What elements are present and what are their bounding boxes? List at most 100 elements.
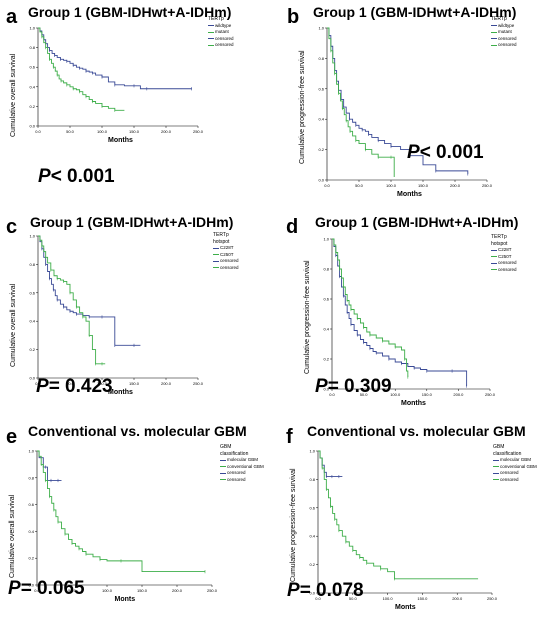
legend: TERTp wildtype mutant censored censored <box>208 16 234 49</box>
legend-label: censored <box>498 42 517 47</box>
y-axis-label: Cumulative overall survival <box>10 53 17 137</box>
x-tick-label: 50.0 <box>355 183 364 188</box>
p-value: P= 0.065 <box>8 578 85 600</box>
x-tick-label: 150.0 <box>418 183 429 188</box>
x-tick-label: 200.0 <box>452 596 463 601</box>
legend-swatch <box>208 38 214 40</box>
series-line-conventional-gbm <box>318 450 479 580</box>
p-value-text: = 0.065 <box>20 578 85 599</box>
y-tick-label: 0.2 <box>318 147 324 152</box>
km-plot: 0.0 0.2 0.4 0.6 0.8 1.0 0.0 50.0 100.0 150.0 200.0… <box>29 234 203 387</box>
x-tick-label: 150.0 <box>137 588 148 593</box>
legend-item: wildtype <box>208 23 234 30</box>
legend-item: censored <box>491 42 517 49</box>
panel-c: c Group 1 (GBM-IDHwt+A-IDHm) 0.0 0.2 0.4 0.6 0… <box>0 210 275 420</box>
y-tick-label: 0.2 <box>29 104 35 109</box>
panel-letter: c <box>6 216 18 238</box>
y-tick-label: 0.2 <box>323 357 329 362</box>
p-value: P= 0.078 <box>287 580 364 602</box>
x-tick-label: 0.0 <box>329 392 335 397</box>
p-value: P= 0.423 <box>36 376 113 398</box>
x-tick-label: 200.0 <box>172 588 183 593</box>
chart-title: Group 1 (GBM-IDHwt+A-IDHm) <box>28 4 232 20</box>
legend-label: wildtype <box>215 22 232 28</box>
x-tick-label: 200.0 <box>450 183 461 188</box>
legend-item: censored <box>491 36 517 43</box>
legend-label: C250T <box>220 251 234 257</box>
legend-label: censored <box>500 470 519 475</box>
panel-e: e Conventional vs. molecular GBM 0.0 0.2 0.4… <box>0 420 275 628</box>
legend-item: mutant <box>491 29 517 36</box>
x-tick-label: 250.0 <box>485 392 496 397</box>
x-tick-label: 200.0 <box>453 392 464 397</box>
x-axis-label: Months <box>401 400 426 407</box>
panel-d: d Group 1 (GBM-IDHwt+A-IDHm) 0.0 0.2 0.4 0.6 0… <box>275 210 550 420</box>
x-axis-label: Monts <box>114 596 136 603</box>
series-line-c228t <box>332 238 468 386</box>
x-tick-label: 0.0 <box>35 381 41 386</box>
y-tick-label: 1.0 <box>323 237 329 242</box>
x-tick-label: 250.0 <box>207 588 218 593</box>
x-tick-label: 100.0 <box>386 183 397 188</box>
y-axis-label: Cumulative progression-free survival <box>304 260 311 374</box>
km-plot: 0.0 0.2 0.4 0.6 0.8 1.0 0.0 50.0 100.0 150.0 200.0… <box>318 26 492 189</box>
legend-swatch <box>493 472 499 474</box>
y-tick-label: 0.4 <box>318 117 324 122</box>
legend-label: C228T <box>498 247 512 252</box>
legend-swatch <box>491 269 497 271</box>
legend-swatch <box>493 466 499 468</box>
y-tick-label: 0.2 <box>309 562 315 567</box>
legend-label: C250T <box>498 253 512 259</box>
legend-label: censored <box>500 476 519 482</box>
legend-item: censored <box>491 260 519 267</box>
legend-label: censored <box>227 476 246 482</box>
legend-swatch <box>208 25 214 27</box>
legend-label: censored <box>220 258 239 263</box>
x-tick-label: 50.0 <box>360 392 369 397</box>
p-value-text: = 0.423 <box>48 376 113 397</box>
y-tick-label: 0.4 <box>28 529 34 534</box>
legend-swatch <box>213 260 219 262</box>
legend-swatch <box>491 25 497 27</box>
km-plot: 0.0 0.2 0.4 0.6 0.8 1.0 0.0 50.0 100.0 150.0 200.0… <box>309 449 497 602</box>
legend-swatch <box>208 31 214 33</box>
y-tick-label: 0.4 <box>29 84 35 89</box>
y-tick-label: 0.6 <box>309 505 315 510</box>
legend-swatch <box>491 31 497 33</box>
y-axis-label: Cumulative overall survival <box>10 283 17 367</box>
p-value-text: < 0.001 <box>50 166 115 187</box>
panel-letter: e <box>6 426 18 448</box>
x-tick-label: 100.0 <box>390 392 401 397</box>
legend-label: molecular GBM <box>500 457 532 462</box>
y-tick-label: 0.0 <box>28 583 34 588</box>
x-tick-label: 0.0 <box>35 129 41 134</box>
p-value-symbol: P <box>315 376 328 397</box>
series-line-mutant <box>38 27 125 111</box>
p-value-symbol: P <box>36 376 49 397</box>
y-tick-label: 0.2 <box>29 347 35 352</box>
legend-item: conventional GBM <box>493 464 537 471</box>
chart-title: Group 1 (GBM-IDHwt+A-IDHm) <box>313 4 517 20</box>
p-value-symbol: P <box>287 580 300 601</box>
x-tick-label: 50.0 <box>66 129 75 134</box>
legend-swatch <box>220 479 226 481</box>
legend-title: GBM classification <box>220 444 249 457</box>
p-value: P< 0.001 <box>38 166 115 188</box>
chart-title: Group 1 (GBM-IDHwt+A-IDHm) <box>30 214 234 230</box>
legend-label: censored <box>498 260 517 265</box>
legend: TERTp wildtype mutant censored censored <box>491 16 517 49</box>
legend-title: TERTp <box>208 16 224 22</box>
legend-label: conventional GBM <box>500 463 537 469</box>
x-tick-label: 0.0 <box>34 588 40 593</box>
legend-item: censored <box>208 42 234 49</box>
y-tick-label: 0.8 <box>29 45 35 50</box>
legend: TERTp hotspot C228T C250T censored censored <box>491 234 519 273</box>
series-line-mutant <box>327 27 395 177</box>
legend: GBM classification molecular GBM conventio… <box>220 444 264 483</box>
km-plot: 0.0 0.2 0.4 0.6 0.8 1.0 0.0 50.0 100.0 150.0 200.0… <box>29 26 203 135</box>
x-tick-label: 100.0 <box>97 381 108 386</box>
legend-item: molecular GBM <box>220 457 264 464</box>
legend-title: GBM classification <box>493 444 522 457</box>
y-tick-label: 0.4 <box>29 319 35 324</box>
legend: TERTp hotspot C228T C250T censored censored <box>213 232 241 271</box>
